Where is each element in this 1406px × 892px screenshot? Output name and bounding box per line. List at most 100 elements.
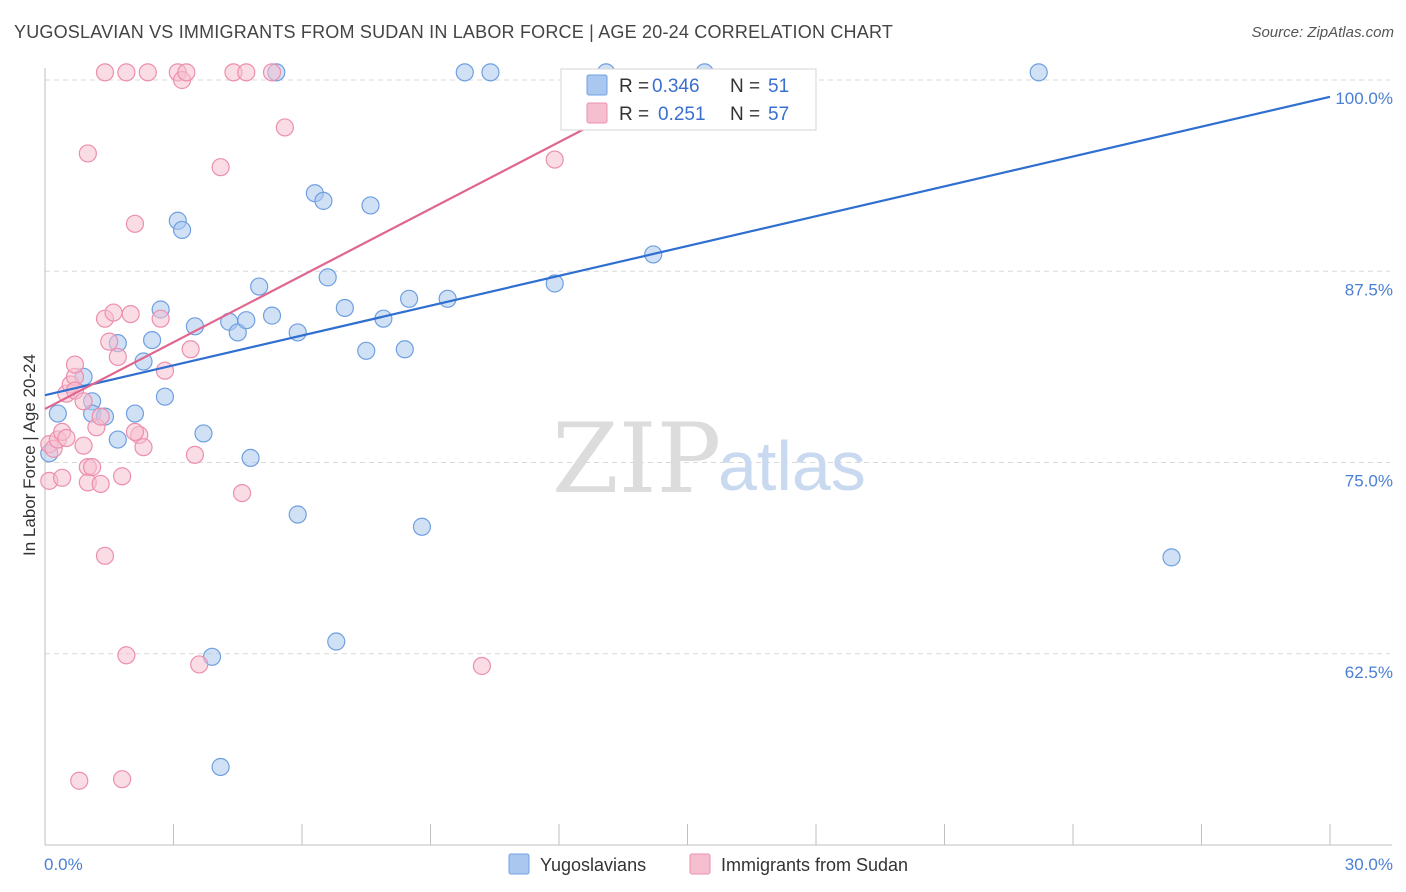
- point-immigrants-from-sudan: [275, 118, 294, 137]
- point-immigrants-from-sudan: [125, 422, 145, 441]
- legend-swatch-sudan: [689, 853, 711, 875]
- stats-r-value-pink: 0.251: [658, 104, 706, 125]
- point-immigrants-from-sudan: [138, 63, 157, 82]
- point-yugoslavians: [194, 424, 213, 443]
- point-immigrants-from-sudan: [177, 63, 196, 82]
- point-immigrants-from-sudan: [104, 303, 123, 322]
- stats-n-value-blue: 51: [768, 76, 789, 97]
- point-yugoslavians: [314, 191, 333, 210]
- point-immigrants-from-sudan: [185, 445, 205, 464]
- watermark-atlas: atlas: [718, 427, 866, 505]
- point-yugoslavians: [481, 63, 500, 82]
- point-yugoslavians: [395, 340, 414, 359]
- point-immigrants-from-sudan: [232, 484, 252, 503]
- stats-n-value-pink: 57: [768, 104, 789, 125]
- y-tick-labels: 62.5% 75.0% 87.5% 100.0%: [1335, 89, 1393, 682]
- point-immigrants-from-sudan: [117, 646, 136, 665]
- stats-box: R = 0.346 N = 51 R = 0.251 N = 57: [560, 68, 817, 131]
- point-immigrants-from-sudan: [53, 468, 72, 487]
- stats-swatch-pink: [586, 102, 608, 124]
- point-immigrants-from-sudan: [112, 467, 132, 486]
- y-tick-label: 87.5%: [1345, 280, 1393, 299]
- point-yugoslavians: [1162, 548, 1181, 567]
- point-yugoslavians: [361, 196, 380, 215]
- point-yugoslavians: [125, 404, 145, 423]
- point-yugoslavians: [399, 289, 419, 308]
- legend: Yugoslavians Immigrants from Sudan: [508, 853, 908, 875]
- watermark-zip: ZIP: [552, 403, 721, 515]
- point-yugoslavians: [412, 517, 432, 536]
- point-yugoslavians: [288, 505, 307, 524]
- point-yugoslavians: [1029, 63, 1048, 82]
- stats-n-label-pink: N =: [730, 104, 760, 125]
- y-tick-label: 62.5%: [1345, 663, 1393, 682]
- point-immigrants-from-sudan: [65, 355, 85, 374]
- point-immigrants-from-sudan: [237, 63, 256, 82]
- y-tick-label: 100.0%: [1335, 89, 1393, 108]
- point-yugoslavians: [318, 268, 337, 287]
- point-immigrants-from-sudan: [134, 438, 153, 457]
- point-yugoslavians: [48, 404, 67, 423]
- y-tick-label: 75.0%: [1345, 472, 1393, 491]
- data-points: [40, 63, 1181, 790]
- point-yugoslavians: [241, 448, 260, 468]
- point-immigrants-from-sudan: [74, 436, 93, 455]
- point-immigrants-from-sudan: [472, 656, 491, 676]
- point-immigrants-from-sudan: [545, 150, 564, 169]
- stats-n-label-blue: N =: [730, 76, 760, 97]
- trend-line-yugoslavians: [44, 95, 1331, 397]
- stats-r-value-blue: 0.346: [652, 76, 700, 97]
- point-immigrants-from-sudan: [74, 392, 93, 411]
- point-yugoslavians: [335, 298, 354, 318]
- point-immigrants-from-sudan: [125, 214, 145, 233]
- legend-swatch-yugoslavians: [508, 853, 530, 875]
- point-yugoslavians: [545, 274, 564, 293]
- watermark: ZIP atlas: [552, 403, 866, 515]
- point-immigrants-from-sudan: [83, 457, 102, 477]
- point-immigrants-from-sudan: [155, 361, 175, 380]
- point-immigrants-from-sudan: [211, 158, 230, 177]
- point-immigrants-from-sudan: [151, 309, 170, 328]
- stats-r-label-blue: R =: [619, 76, 649, 97]
- point-immigrants-from-sudan: [70, 771, 89, 790]
- point-immigrants-from-sudan: [95, 63, 115, 82]
- gridlines: [45, 79, 1390, 655]
- point-immigrants-from-sudan: [57, 428, 76, 448]
- trend-lines: [44, 74, 1331, 410]
- point-yugoslavians: [455, 63, 474, 82]
- point-yugoslavians: [327, 632, 346, 651]
- x-tick-labels: 0.0% 30.0%: [44, 855, 1393, 874]
- x-tick-label-max: 30.0%: [1345, 855, 1393, 874]
- point-yugoslavians: [250, 277, 269, 296]
- point-immigrants-from-sudan: [117, 63, 136, 82]
- chart-source: Source: ZipAtlas.com: [1251, 24, 1394, 41]
- stats-r-label-pink: R =: [619, 104, 649, 125]
- point-immigrants-from-sudan: [190, 655, 209, 674]
- point-yugoslavians: [108, 430, 127, 449]
- point-immigrants-from-sudan: [95, 546, 115, 565]
- point-yugoslavians: [262, 306, 282, 325]
- point-yugoslavians: [357, 341, 376, 360]
- point-yugoslavians: [438, 289, 457, 308]
- point-immigrants-from-sudan: [100, 332, 119, 351]
- y-axis-label: In Labor Force | Age 20-24: [20, 354, 39, 556]
- point-immigrants-from-sudan: [78, 144, 97, 163]
- point-yugoslavians: [237, 311, 256, 330]
- point-yugoslavians: [142, 331, 162, 350]
- legend-label-yugoslavians: Yugoslavians: [540, 855, 646, 875]
- point-immigrants-from-sudan: [108, 347, 127, 367]
- point-yugoslavians: [172, 220, 192, 240]
- stats-swatch-blue: [586, 74, 608, 96]
- point-immigrants-from-sudan: [91, 407, 110, 426]
- point-immigrants-from-sudan: [91, 474, 110, 494]
- point-immigrants-from-sudan: [121, 304, 140, 324]
- legend-label-sudan: Immigrants from Sudan: [721, 855, 908, 875]
- point-immigrants-from-sudan: [262, 63, 282, 82]
- point-immigrants-from-sudan: [181, 340, 200, 359]
- trend-line-immigrants-from-sudan: [44, 74, 689, 410]
- chart-title: YUGOSLAVIAN VS IMMIGRANTS FROM SUDAN IN …: [14, 22, 894, 42]
- point-immigrants-from-sudan: [112, 770, 132, 789]
- point-yugoslavians: [211, 757, 230, 777]
- point-yugoslavians: [155, 387, 175, 406]
